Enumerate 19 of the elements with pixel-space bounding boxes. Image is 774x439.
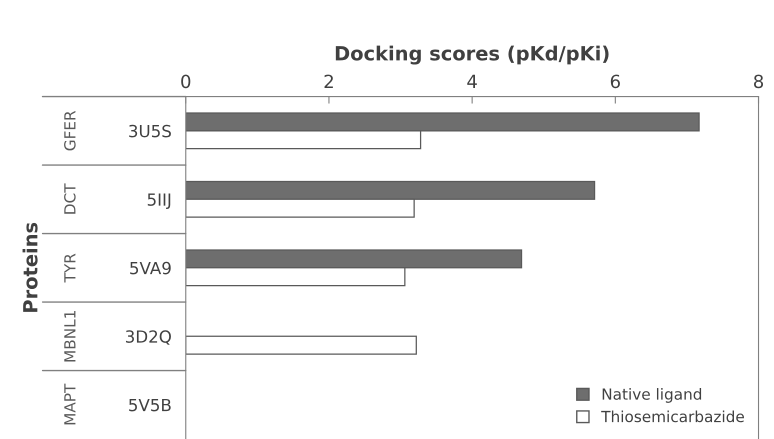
text: MAPT <box>64 384 76 424</box>
text: DCT <box>64 183 76 214</box>
y-tick-label: 5VA9 <box>130 262 171 274</box>
x-tick-label: 8 <box>754 74 764 88</box>
y-tick-label: 5V5B <box>129 398 171 412</box>
text: MBNL1 <box>64 311 76 362</box>
x-tick-label: 4 <box>467 74 477 88</box>
x-tick-label: 2 <box>324 74 333 88</box>
y-tick-label: 3U5S <box>129 124 171 138</box>
x-tick-label: 6 <box>610 74 620 88</box>
x-axis-title: Docking scores (pKd/pKi) <box>336 46 609 65</box>
y-tick-label: 5IIJ <box>148 193 170 209</box>
y-axis-title: Proteins <box>22 222 38 312</box>
legend-label: Thiosemicarbazide <box>601 410 744 422</box>
legend-label: Native ligand <box>602 388 702 403</box>
text: GFER <box>64 110 76 150</box>
y-tick-label: 3D2Q <box>126 330 171 345</box>
x-tick-label: 0 <box>181 74 190 88</box>
text: TYR <box>64 254 76 282</box>
